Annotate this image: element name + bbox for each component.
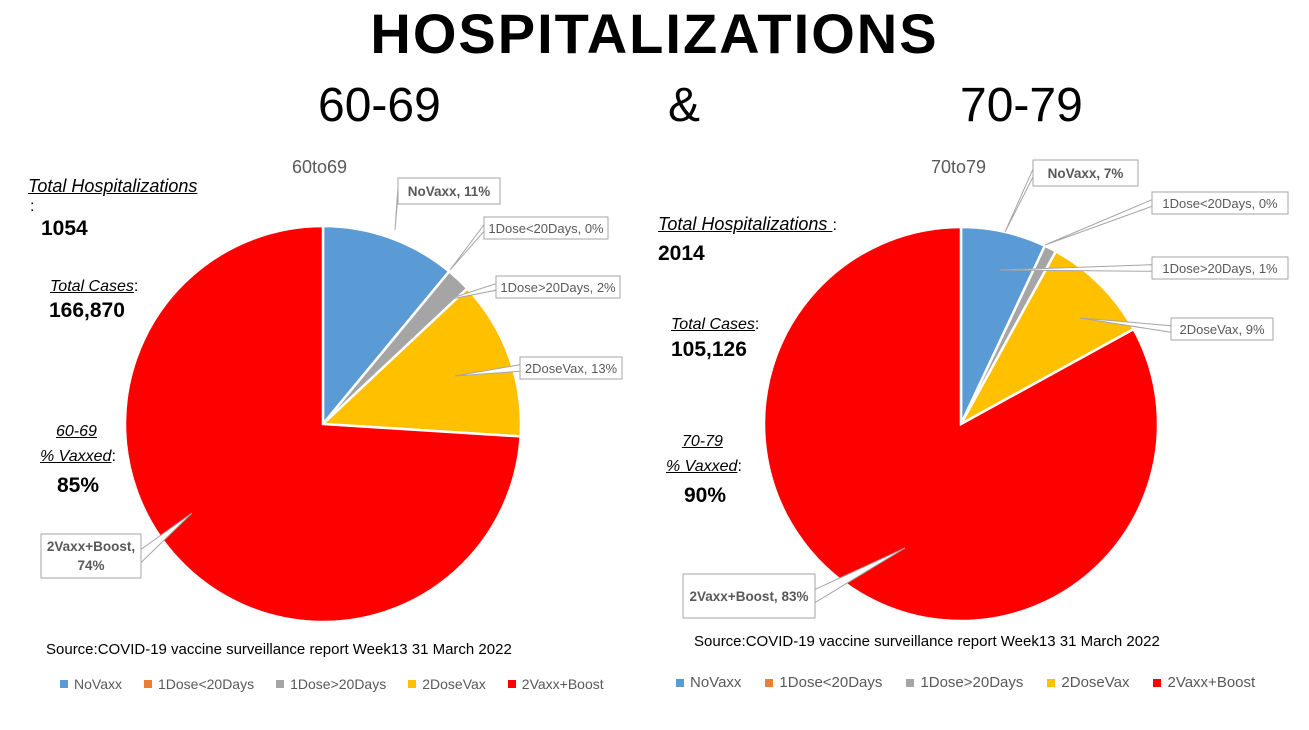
pie-chart-right: NoVaxx, 7% 1Dose<20Days, 0% 1Dose>20Days, … [682,159,1289,623]
label-leader-line [1044,198,1153,246]
right-legend-item: 1Dose<20Days [765,674,882,691]
right-age-heading: 70-79 [960,79,1083,132]
left-total-hosp-label: Total Hospitalizations [28,176,198,196]
label-leader-line [449,223,485,271]
right-vaxxed-label: % Vaxxed [666,458,738,475]
legend-label: 1Dose<20Days [779,674,883,691]
legend-label: 2Vaxx+Boost [1167,674,1256,691]
right-total-cases-colon: : [754,316,760,333]
data-label-box [519,356,623,380]
right-total-cases-label-group: Total Cases: [671,316,759,334]
left-total-hosp-label-group: Total Hospitalizations [28,176,197,197]
legend-label: 2Vaxx+Boost [521,676,604,692]
legend-swatch [60,680,68,688]
legend-swatch [1153,678,1162,687]
left-chart-title: 60to69 [292,157,348,177]
legend-label: 1Dose<20Days [157,676,255,692]
legend-label: 1Dose>20Days [290,676,387,692]
left-total-hosp-value: 1054 [41,217,88,240]
legend-label: 2DoseVax [422,676,486,692]
right-legend-item: 2DoseVax [1047,674,1129,691]
page-title: HOSPITALIZATIONS [370,2,939,65]
label-leader-line [1004,168,1034,233]
right-chart-title: 70to79 [931,157,987,177]
right-vaxxed-age: 70-79 [682,433,723,450]
data-label: 1Dose<20Days, 0% [488,221,604,236]
data-label-box [483,216,609,240]
right-legend-item: 2Vaxx+Boost [1153,674,1255,691]
pie-slice [320,286,523,438]
data-label-box [1151,256,1289,280]
legend-swatch [676,678,684,687]
left-legend-item: 1Dose<20Days [143,676,255,692]
right-total-cases-label: Total Cases [671,316,755,333]
left-age-heading: 60-69 [318,79,441,132]
right-legend-item: NoVaxx [676,674,741,691]
pie-chart-left: NoVaxx, 11% 1Dose<20Days, 0% 1Dose>20Days,… [40,177,623,624]
left-vaxxed-age: 60-69 [56,423,97,440]
right-total-hosp-colon: : [832,217,837,234]
left-legend-item: 1Dose>20Days [276,676,386,692]
left-total-cases-label-group: Total Cases: [50,278,138,296]
right-total-hosp-label: Total Hospitalizations [658,214,833,234]
left-legend-item: NoVaxx [60,676,122,692]
data-label: 1Dose>20Days, 2% [500,280,616,295]
legend-swatch [143,680,152,688]
pie-slice [321,224,451,428]
data-label: 2Vaxx+Boost, 74% [47,539,135,573]
data-label: 1Dose<20Days, 0% [1162,196,1278,211]
left-source-note: Source:COVID-19 vaccine surveillance rep… [46,641,512,658]
data-label: 2Vaxx+Boost, 83% [690,589,809,604]
left-total-cases-label: Total Cases [50,278,134,295]
right-legend-item: 1Dose>20Days [906,674,1023,691]
pie-slice [123,224,522,624]
data-label-box [682,573,816,619]
left-legend-item: 2DoseVax [408,676,486,692]
data-label-box [1170,317,1274,341]
right-total-hosp-value: 2014 [658,242,705,265]
legend-label: NoVaxx [74,676,122,692]
left-vaxxed-label-group: % Vaxxed: [40,448,116,466]
right-vaxxed-colon: : [737,458,742,475]
right-vaxxed-label-group: % Vaxxed: [666,458,742,476]
data-label: NoVaxx, 11% [408,184,491,199]
legend-label: 1Dose>20Days [920,674,1024,691]
legend-swatch [276,680,285,688]
pie-slice [762,225,1160,623]
left-total-cases-value: 166,870 [49,299,125,322]
legend-label: NoVaxx [690,674,742,691]
left-total-hosp-colon: : [30,198,35,215]
right-vaxxed-value: 90% [684,484,727,507]
data-label-box [1032,159,1139,187]
legend-swatch [507,680,516,688]
left-vaxxed-value: 85% [57,474,100,497]
data-label: 1Dose>20Days, 1% [1162,261,1278,276]
right-legend: NoVaxx 1Dose<20Days 1Dose>20Days 2DoseVa… [676,674,1255,691]
data-label-box [495,275,621,299]
legend-label: 2DoseVax [1061,674,1130,691]
data-label-box [40,533,142,579]
data-label: 2DoseVax, 9% [1179,322,1264,337]
left-legend-item: 2Vaxx+Boost [507,676,604,692]
legend-swatch [408,680,417,688]
left-legend: NoVaxx 1Dose<20Days 1Dose>20Days 2DoseVa… [60,676,604,692]
left-total-cases-colon: : [133,278,139,295]
right-total-cases-value: 105,126 [671,338,747,361]
legend-swatch [1047,678,1056,687]
data-label-box [397,177,501,205]
right-source-note: Source:COVID-19 vaccine surveillance rep… [694,633,1160,650]
data-label-box [1151,191,1289,215]
data-label: NoVaxx, 7% [1048,166,1124,181]
legend-swatch [906,678,915,687]
left-vaxxed-colon: : [111,448,116,465]
right-total-hosp-label-group: Total Hospitalizations : [658,214,837,235]
ampersand-heading: & [668,79,701,132]
data-label: 2DoseVax, 13% [525,361,618,376]
legend-swatch [765,678,774,687]
left-vaxxed-label: % Vaxxed [40,448,112,465]
